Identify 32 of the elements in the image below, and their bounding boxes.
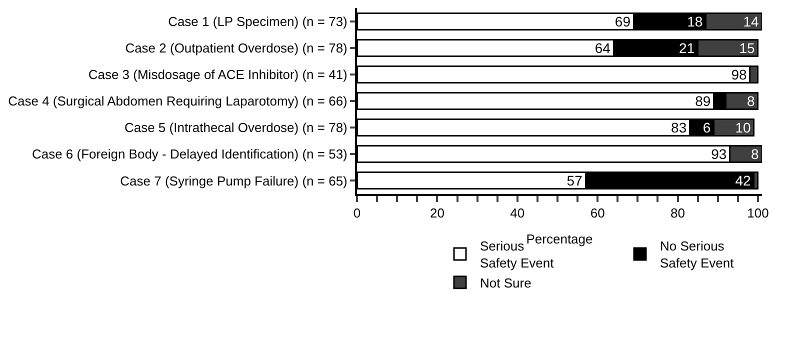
data-label: 18 — [687, 13, 703, 30]
x-tick-label: 20 — [430, 206, 444, 221]
y-tick-label: Case 7 (Syringe Pump Failure) (n = 65) — [120, 173, 348, 188]
data-label: 21 — [679, 40, 695, 56]
x-tick-label: 100 — [747, 206, 769, 221]
data-label: 8 — [751, 146, 759, 162]
y-tick-label: Case 2 (Outpatient Overdose) (n = 78) — [125, 40, 348, 56]
data-label: 15 — [739, 40, 755, 56]
data-label: 89 — [695, 93, 711, 109]
data-label: 69 — [614, 13, 631, 30]
data-label: 93 — [711, 146, 727, 162]
data-label: 6 — [702, 120, 711, 136]
legend-label: No Serious Safety Event — [660, 238, 734, 271]
y-tick-label: Case 5 (Intrathecal Overdose) (n = 78) — [124, 120, 348, 136]
y-tick-label: Case 1 (LP Specimen) (n = 73) — [168, 14, 348, 29]
data-label: 10 — [735, 120, 751, 136]
data-label: 83 — [671, 120, 687, 136]
x-tick-label: 80 — [670, 206, 686, 221]
data-label: 14 — [743, 13, 759, 30]
y-tick-label: Case 4 (Surgical Abdomen Requiring Laparotomy) (n = 66) — [8, 94, 348, 109]
data-label: 42 — [735, 172, 751, 189]
data-label: 8 — [746, 93, 755, 109]
data-label: 98 — [731, 66, 747, 82]
data-label: 57 — [566, 172, 583, 189]
data-label: 64 — [594, 40, 611, 56]
y-tick-label: Case 6 (Foreign Body - Delayed Identification) (n = 53) — [32, 146, 348, 162]
legend-label: Not Sure — [480, 275, 532, 290]
x-tick-label: 40 — [510, 206, 525, 221]
x-tick-label: 60 — [590, 206, 605, 221]
x-axis-title: Percentage — [526, 232, 593, 247]
x-tick-label: 0 — [353, 206, 361, 221]
y-tick-label: Case 3 (Misdosage of ACE Inhibitor) (n = 41) — [88, 66, 348, 82]
